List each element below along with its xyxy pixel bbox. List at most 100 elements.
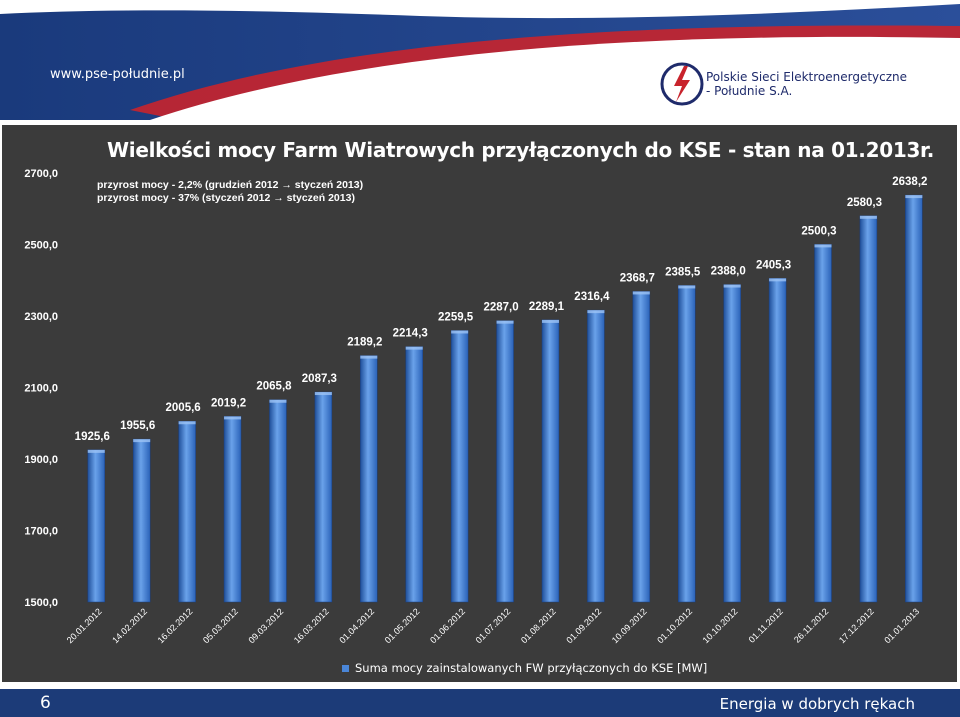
bar-cap <box>178 421 196 425</box>
bar-cap <box>451 330 469 334</box>
bar-cap <box>587 310 605 314</box>
data-label: 2259,5 <box>438 311 474 323</box>
x-tick-label: 05.03.2012 <box>201 606 240 645</box>
x-axis-labels: 20.01.2012 14.02.2012 16.02.2012 05.03.2012… <box>65 606 922 645</box>
bar-cap <box>314 392 332 396</box>
data-label: 2189,2 <box>347 337 382 349</box>
x-tick-label: 20.01.2012 <box>65 606 104 645</box>
bar <box>677 285 696 603</box>
chart-legend: Suma mocy zainstalowanych FW przyłączony… <box>342 661 707 675</box>
x-tick-label: 10.10.2012 <box>701 606 740 645</box>
bar-cap <box>224 416 242 420</box>
y-tick-label: 2500,0 <box>24 240 58 252</box>
x-tick-label: 01.05.2012 <box>383 606 422 645</box>
bar <box>450 330 469 603</box>
data-label: 2580,3 <box>847 197 882 209</box>
bar <box>905 194 923 603</box>
bar <box>314 391 333 603</box>
data-label: 2287,0 <box>483 302 518 314</box>
legend-swatch <box>342 664 349 672</box>
company-logo: Polskie Sieci Elektroenergetyczne - Połu… <box>660 62 950 114</box>
logo-text-line1: Polskie Sieci Elektroenergetyczne <box>706 70 908 84</box>
x-tick-label: 01.09.2012 <box>564 606 603 645</box>
y-tick-label: 2300,0 <box>24 311 58 323</box>
y-tick-label: 2100,0 <box>24 383 58 395</box>
data-label: 2316,4 <box>574 291 610 303</box>
bar-cap <box>133 439 151 443</box>
bar-cap <box>678 285 696 289</box>
data-label: 2005,6 <box>166 402 201 414</box>
site-url[interactable]: www.pse-południe.pl <box>50 67 185 82</box>
data-label: 2638,2 <box>892 176 927 188</box>
bar-chart: 1500,0 1700,0 1900,0 2100,0 2300,0 2500,0 2700… <box>24 168 928 645</box>
bar <box>632 291 651 603</box>
bar <box>269 399 287 603</box>
bar-cap <box>723 284 741 288</box>
bar-cap <box>541 319 559 323</box>
bar <box>859 215 878 603</box>
data-label: 2368,7 <box>620 272 655 284</box>
bar-cap <box>405 346 423 350</box>
bar-cap <box>859 215 877 219</box>
x-tick-label: 09.03.2012 <box>246 606 285 645</box>
pse-logo-icon <box>660 62 704 106</box>
header-background <box>0 0 960 120</box>
y-tick-label: 1700,0 <box>24 526 58 538</box>
data-label: 2289,1 <box>529 301 565 313</box>
x-tick-label: 01.11.2012 <box>747 606 785 644</box>
bar-cap <box>360 355 378 359</box>
y-axis: 1500,0 1700,0 1900,0 2100,0 2300,0 2500,0 2700… <box>24 168 58 609</box>
growth-note-monthly: przyrost mocy - 2,2% (grudzień 2012 → st… <box>97 179 364 191</box>
bar-cap <box>632 291 650 295</box>
header: www.pse-południe.pl Polskie Sieci Elektr… <box>0 0 960 120</box>
x-tick-label: 17.12.2012 <box>837 606 876 645</box>
data-label: 2019,2 <box>211 397 246 409</box>
data-label: 2385,5 <box>665 266 701 278</box>
x-tick-label: 10.09.2012 <box>610 606 649 645</box>
data-label: 2500,3 <box>801 225 836 237</box>
bar <box>405 346 423 603</box>
x-tick-label: 01.01.2013 <box>882 606 921 645</box>
bar-cap <box>87 449 105 453</box>
logo-text-line2: - Południe S.A. <box>706 84 793 98</box>
bar <box>814 244 832 603</box>
legend-label: Suma mocy zainstalowanych FW przyłączony… <box>355 661 708 675</box>
bar-cap <box>496 320 514 324</box>
x-tick-label: 01.08.2012 <box>519 606 558 645</box>
bar-cap <box>769 278 787 282</box>
x-tick-label: 16.03.2012 <box>292 606 331 645</box>
x-tick-label: 26.11.2012 <box>792 606 830 644</box>
data-label: 2405,3 <box>756 259 791 271</box>
page-number: 6 <box>40 693 51 713</box>
data-label: 2065,8 <box>256 381 292 393</box>
x-tick-label: 01.04.2012 <box>337 606 376 645</box>
bars <box>87 194 923 603</box>
footer-tagline: Energia w dobrych rękach <box>719 695 915 713</box>
data-label: 2214,3 <box>393 328 428 340</box>
y-tick-label: 1900,0 <box>24 454 58 466</box>
data-label: 2388,0 <box>711 266 746 278</box>
data-label: 1925,6 <box>75 431 110 443</box>
bar-cap <box>905 195 923 199</box>
bar <box>223 416 242 603</box>
bar <box>768 278 787 603</box>
bar <box>360 355 378 603</box>
value-labels: 1925,6 1955,6 2005,6 2019,2 2065,8 2087,3 2189… <box>75 176 928 443</box>
bar-cap <box>814 244 832 248</box>
bar <box>723 284 741 603</box>
x-tick-label: 01.10.2012 <box>655 606 694 645</box>
bar <box>496 320 514 603</box>
x-tick-label: 16.02.2012 <box>156 606 195 645</box>
x-tick-label: 14.02.2012 <box>110 606 149 645</box>
bar <box>87 449 106 603</box>
bar <box>178 420 196 603</box>
y-tick-label: 1500,0 <box>24 597 58 609</box>
bar <box>541 319 560 603</box>
x-tick-label: 01.06.2012 <box>428 606 467 645</box>
bar <box>587 309 605 603</box>
chart-panel: 1500,0 1700,0 1900,0 2100,0 2300,0 2500,0 2700… <box>2 125 957 682</box>
x-tick-label: 01.07.2012 <box>474 606 513 645</box>
data-label: 1955,6 <box>120 420 155 432</box>
footer: 6 Energia w dobrych rękach <box>0 689 960 717</box>
y-tick-label: 2700,0 <box>24 168 58 180</box>
